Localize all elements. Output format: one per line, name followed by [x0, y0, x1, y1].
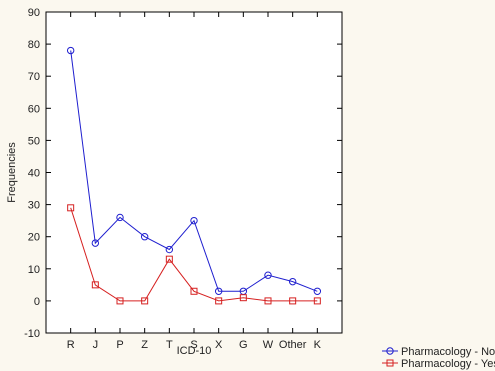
legend-marker-circle — [386, 347, 394, 355]
data-point-square — [239, 294, 247, 302]
series-line — [70, 207, 318, 302]
legend-marker-square — [386, 359, 394, 367]
data-point-circle — [116, 213, 124, 222]
y-tick-label: 20 — [28, 232, 40, 244]
data-point-square — [91, 281, 99, 289]
x-tick-label: X — [215, 339, 223, 351]
data-point-circle — [264, 271, 272, 279]
data-point-circle — [190, 216, 198, 225]
plot-area — [45, 11, 343, 334]
legend-label: Pharmacology - No — [401, 346, 495, 358]
legend-item: Pharmacology - No — [382, 346, 495, 358]
y-tick-label: 90 — [28, 7, 40, 19]
legend-item: Pharmacology - Yes — [382, 358, 495, 370]
series-2 — [67, 204, 321, 305]
data-point-circle — [140, 233, 149, 241]
y-tick-label: 60 — [28, 103, 40, 115]
data-point-circle — [66, 46, 75, 55]
y-axis-title: Frequencies — [6, 142, 18, 203]
y-tick-label: 40 — [28, 168, 40, 180]
x-axis-title: ICD-10 — [177, 345, 212, 357]
data-point-square — [313, 297, 321, 305]
series-line — [70, 50, 318, 292]
y-axis: -10 0 10 20 30 40 50 60 70 80 90 — [24, 7, 342, 340]
x-tick-label: Other — [279, 339, 307, 351]
x-axis: R J P Z T S X G W Other K — [67, 12, 322, 351]
y-tick-label: 0 — [34, 296, 40, 308]
data-point-square — [289, 297, 297, 305]
data-point-circle — [288, 277, 297, 286]
data-point-square — [116, 297, 124, 305]
x-tick-label: K — [314, 339, 322, 351]
data-point-circle — [165, 245, 174, 254]
data-point-circle — [214, 287, 223, 295]
x-tick-label: G — [239, 339, 248, 351]
legend-label: Pharmacology - Yes — [401, 358, 495, 370]
y-tick-label: 70 — [28, 71, 40, 83]
data-point-square — [215, 297, 223, 305]
series-layer — [66, 46, 322, 305]
y-tick-label: 10 — [28, 264, 40, 276]
y-tick-label: 80 — [28, 39, 40, 51]
data-point-square — [264, 297, 272, 305]
y-tick-label: 50 — [28, 135, 40, 147]
x-tick-label: S — [190, 339, 197, 351]
x-tick-label: J — [93, 339, 99, 351]
x-tick-label: R — [67, 339, 75, 351]
data-point-square — [190, 287, 198, 295]
data-point-circle — [313, 287, 322, 295]
data-point-circle — [91, 239, 100, 247]
y-tick-label: 30 — [28, 200, 40, 212]
series-1 — [66, 46, 322, 295]
data-point-square — [165, 255, 173, 263]
x-tick-label: W — [263, 339, 274, 351]
data-point-square — [141, 297, 149, 305]
x-tick-label: T — [166, 339, 173, 351]
y-tick-label: -10 — [24, 328, 40, 340]
x-tick-label: P — [116, 339, 123, 351]
x-tick-label: Z — [141, 339, 148, 351]
data-point-square — [67, 204, 75, 212]
